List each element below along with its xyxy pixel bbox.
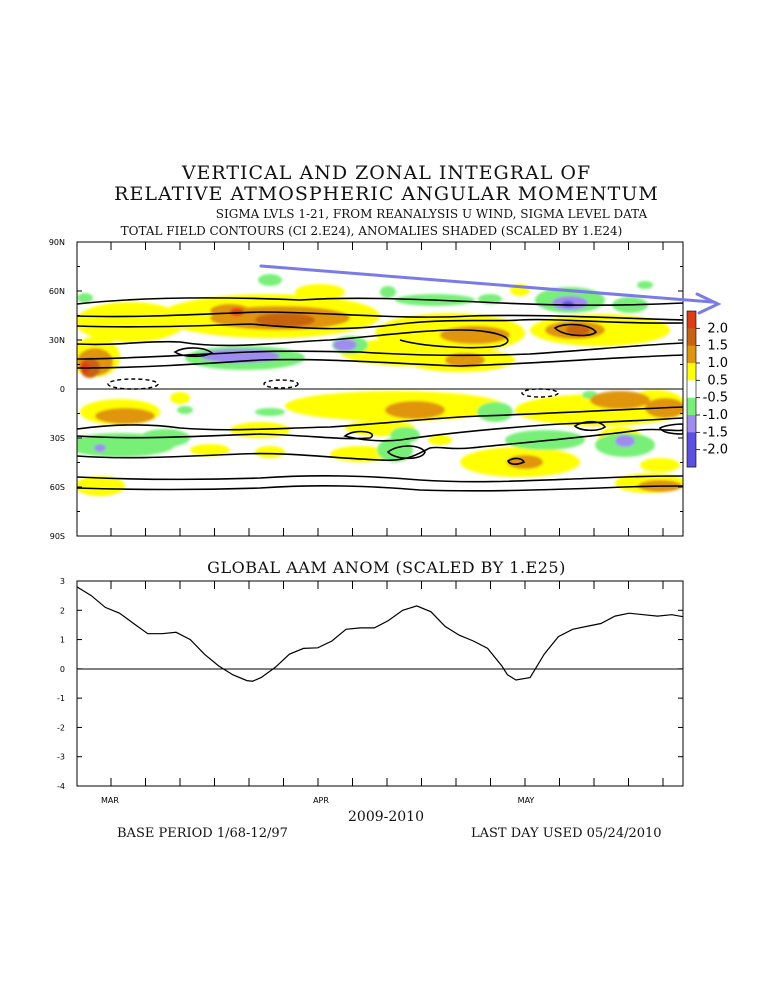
anomaly-heatmap: [77, 274, 683, 496]
heatmap-y-label: 90N: [49, 238, 65, 247]
base-period-text: BASE PERIOD 1/68-12/97: [117, 826, 288, 841]
colorbar-label: 1.5: [707, 339, 728, 354]
colorbar-swatch: [687, 397, 696, 416]
colorbar-label: -1.0: [703, 408, 728, 423]
colorbar-label: 2.0: [707, 321, 728, 336]
line-y-label: 0: [60, 665, 65, 674]
bottom-chart-title: GLOBAL AAM ANOM (SCALED BY 1.E25): [207, 558, 566, 577]
contour-sh-2: [77, 417, 683, 442]
contour-nh-1: [77, 297, 683, 306]
contour-nh-3: [77, 318, 683, 330]
contour-nh-6: [77, 354, 683, 369]
heatmap-y-labels: 90N 60N 30N 0 30S 60S 90S: [49, 238, 65, 541]
line-y-label: 3: [60, 577, 65, 586]
chart-subtitle-sigma: SIGMA LVLS 1-21, FROM REANALYSIS U WIND,…: [215, 207, 648, 221]
contour-nh-2: [77, 311, 683, 321]
colorbar-swatch: [687, 328, 696, 347]
contour-sh-4: [386, 445, 426, 460]
line-y-label: -2: [57, 723, 65, 732]
heatmap-y-label: 60N: [49, 287, 65, 296]
colorbar-swatch: [687, 345, 696, 364]
x-axis-years: 2009-2010: [348, 809, 424, 825]
colorbar-label: -0.5: [703, 391, 728, 406]
contour-nh-5: [77, 342, 683, 360]
line-x-label: MAR: [101, 796, 119, 805]
series-aam-anomaly: [76, 586, 684, 682]
line-y-label: -4: [57, 782, 65, 791]
colorbar-label: -2.0: [703, 443, 728, 458]
heatmap-y-label: 0: [60, 385, 65, 394]
line-chart-x-labels: MAR APR MAY: [101, 796, 534, 805]
colorbar-swatch: [687, 380, 696, 399]
heatmap-y-label: 30N: [49, 336, 65, 345]
contour-sh-8: [77, 475, 683, 483]
chart-title-line2: RELATIVE ATMOSPHERIC ANGULAR MOMENTUM: [114, 183, 659, 205]
contour-sh-9: [77, 485, 683, 492]
contour-sh-1: [77, 406, 683, 431]
colorbar-swatch: [687, 432, 696, 451]
line-y-label: -1: [57, 694, 65, 703]
total-field-contours: [77, 297, 683, 492]
contour-sh-5: [506, 457, 526, 465]
colorbar-label: 0.5: [707, 373, 728, 388]
contour-sh-6: [573, 420, 607, 432]
annotation-arrow: [259, 264, 722, 315]
line-y-label: 1: [60, 636, 65, 645]
last-day-text: LAST DAY USED 05/24/2010: [471, 826, 662, 841]
line-y-label: 2: [60, 606, 65, 615]
colorbar: 2.0 1.5 1.0 0.5 -0.5 -1.0 -1.5 -2.0: [686, 310, 728, 468]
colorbar-label: 1.0: [707, 356, 728, 371]
colorbar-swatch: [687, 449, 696, 468]
contour-sh-3: [77, 428, 683, 462]
heatmap-y-label: 90S: [50, 532, 65, 541]
contour-closed-2: [173, 347, 214, 358]
contour-closed-1: [553, 323, 598, 337]
colorbar-swatch: [687, 363, 696, 381]
line-chart-y-labels: 3 2 1 0 -1 -2 -3 -4: [57, 577, 65, 791]
line-chart-frame: [76, 580, 684, 787]
chart-subtitle-contours: TOTAL FIELD CONTOURS (CI 2.E24), ANOMALI…: [120, 224, 623, 238]
aam-line-chart: 3 2 1 0 -1 -2 -3 -4 MAR APR MAY: [57, 577, 684, 805]
heatmap-y-label: 60S: [50, 483, 65, 492]
colorbar-swatch: [687, 415, 696, 433]
chart-title-line1: VERTICAL AND ZONAL INTEGRAL OF: [181, 162, 592, 184]
heatmap-y-label: 30S: [50, 434, 65, 443]
line-x-label: APR: [313, 796, 329, 805]
contour-nh-4: [77, 329, 509, 349]
colorbar-swatch: [687, 311, 696, 329]
colorbar-frame: [686, 310, 697, 468]
line-chart-ticks: [77, 580, 683, 787]
contour-sh-7: [658, 423, 683, 435]
line-x-label: MAY: [518, 796, 535, 805]
colorbar-label: -1.5: [703, 425, 728, 440]
heatmap-ticks: [77, 241, 683, 537]
line-y-label: -3: [57, 753, 65, 762]
